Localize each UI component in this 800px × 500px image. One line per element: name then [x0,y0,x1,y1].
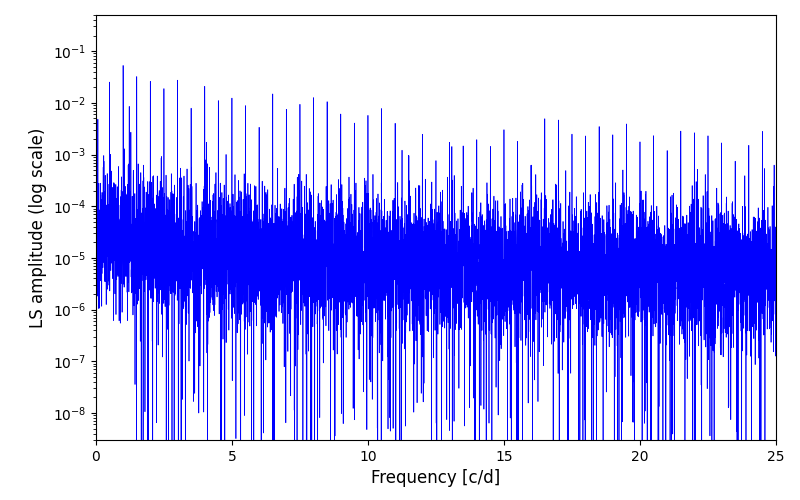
X-axis label: Frequency [c/d]: Frequency [c/d] [371,470,501,488]
Y-axis label: LS amplitude (log scale): LS amplitude (log scale) [30,128,47,328]
